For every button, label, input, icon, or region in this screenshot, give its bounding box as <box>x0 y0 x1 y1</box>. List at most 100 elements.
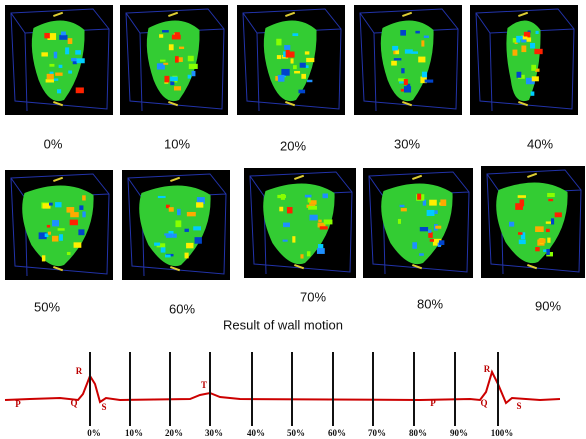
heart-image <box>120 5 228 115</box>
wall-spot <box>53 51 58 59</box>
wall-spot <box>41 52 48 57</box>
wall-spot <box>546 249 550 256</box>
wave-label: S <box>101 402 106 412</box>
panel-label: 90% <box>535 298 561 313</box>
wall-spot <box>75 50 81 55</box>
heart-image <box>5 5 113 115</box>
wall-spot <box>57 89 62 94</box>
wall-spot <box>301 73 307 79</box>
wall-spot <box>171 34 181 40</box>
wall-spot <box>521 45 527 53</box>
wall-spot <box>434 210 438 215</box>
caption: Result of wall motion <box>223 317 343 332</box>
heart-image <box>237 5 345 115</box>
wall-spot <box>75 87 84 94</box>
wall-spot <box>46 73 54 80</box>
wall-spot <box>429 199 437 206</box>
wall-spot <box>322 193 328 199</box>
wall-spot <box>38 232 47 240</box>
wall-spot <box>57 228 65 231</box>
wall-spot <box>517 74 525 79</box>
wall-spot <box>55 72 63 76</box>
wall-spot <box>59 234 63 241</box>
wall-spot <box>193 226 202 231</box>
wall-spot <box>191 70 196 77</box>
wall-spot <box>535 68 540 72</box>
marker <box>170 176 181 182</box>
wall-spot <box>174 32 180 36</box>
wall-spot <box>508 221 515 227</box>
wall-spot <box>298 89 306 94</box>
heart-image <box>5 170 113 280</box>
wall-spot <box>52 220 60 227</box>
wave-label: Q <box>480 398 487 408</box>
marker <box>518 101 529 107</box>
heart-image <box>122 170 230 280</box>
panel-label: 40% <box>527 136 553 151</box>
marker <box>168 101 179 107</box>
marker <box>285 11 296 17</box>
marker <box>53 101 64 107</box>
wall-spot <box>323 219 333 225</box>
marker <box>53 266 64 272</box>
wall-spot <box>515 203 523 210</box>
wall-spot <box>165 204 170 209</box>
wall-spot <box>317 222 326 228</box>
wall-spot <box>45 79 54 83</box>
wave-label: R <box>484 364 491 374</box>
heart-image <box>481 166 585 278</box>
wall-spot <box>400 208 407 212</box>
wall-spot <box>526 37 532 42</box>
wall-spot <box>432 238 442 246</box>
heart <box>146 20 200 102</box>
wall-spot <box>440 199 447 206</box>
wave-label: T <box>201 380 207 390</box>
wall-spot <box>547 192 555 198</box>
wall-spot <box>160 59 166 62</box>
wall-spot <box>164 254 171 258</box>
wall-spot <box>175 56 179 63</box>
wall-spot <box>428 229 432 233</box>
marker <box>53 11 64 17</box>
wall-spot <box>516 71 522 78</box>
wall-spot <box>403 79 408 86</box>
wall-spot <box>276 55 282 60</box>
wall-spot <box>168 207 174 212</box>
wall-spot <box>392 45 399 51</box>
wall-spot <box>397 218 402 224</box>
phase-label: 100% <box>491 428 514 438</box>
wall-spot <box>157 195 166 199</box>
wall-spot <box>418 56 426 63</box>
wall-spot <box>538 238 546 244</box>
wall-spot <box>305 65 309 69</box>
wall-spot <box>164 81 169 84</box>
wall-spot <box>292 236 296 243</box>
wall-spot <box>304 51 310 55</box>
marker <box>170 266 181 272</box>
wall-spot <box>423 35 429 38</box>
wall-spot <box>159 34 164 38</box>
wave-label: Q <box>70 398 77 408</box>
panel-label: 60% <box>169 301 195 316</box>
wall-spot <box>318 219 322 223</box>
wall-spot <box>283 51 288 58</box>
wall-spot <box>309 214 318 221</box>
wall-spot <box>170 81 175 86</box>
wall-spot <box>59 34 68 40</box>
marker <box>402 11 413 17</box>
wall-spot <box>543 249 550 252</box>
panel-label: 0% <box>44 136 63 151</box>
wave-label: R <box>76 366 83 376</box>
wall-spot <box>178 46 185 49</box>
phase-label: 30% <box>205 428 223 438</box>
wall-spot <box>512 38 518 43</box>
wall-spot <box>165 233 173 238</box>
wall-spot <box>516 35 523 40</box>
wall-spot <box>316 248 325 254</box>
wall-spot <box>286 207 293 214</box>
wall-spot <box>173 86 182 91</box>
wall-spot <box>51 78 59 81</box>
heart <box>380 20 434 102</box>
marker <box>294 174 305 180</box>
wall-spot <box>306 79 313 83</box>
